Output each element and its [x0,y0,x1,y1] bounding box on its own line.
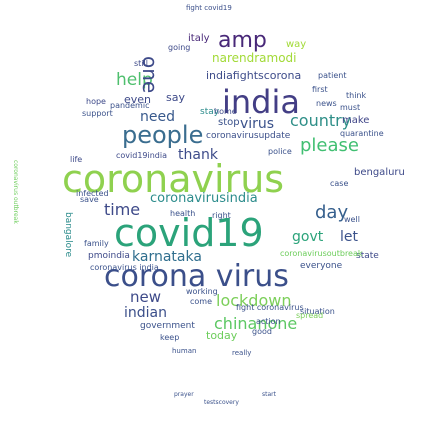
cloud-word: let [340,229,358,245]
cloud-word: way [286,39,307,50]
cloud-word: working [186,287,218,296]
cloud-word: stay [200,107,220,117]
cloud-word: chinanone [214,314,298,333]
cloud-word: still [134,59,148,68]
cloud-word: coronavirusupdate [206,131,291,141]
cloud-word: narendramodi [212,51,297,65]
cloud-word: support [82,109,113,118]
cloud-word: quarantine [340,129,384,138]
cloud-word: indian [124,305,167,321]
cloud-word: coronavirus [62,157,285,201]
cloud-word: must [340,103,361,112]
cloud-word: italy [188,33,210,44]
cloud-word: news [316,99,337,108]
cloud-word: infected [76,189,109,198]
cloud-word: start [262,391,276,398]
cloud-word: bangalore [63,212,73,258]
cloud-word: first [312,85,328,94]
cloud-word: govt [292,229,324,245]
cloud-word: patient [318,71,347,80]
cloud-word: new [130,288,162,306]
cloud-word: thank [178,147,218,163]
cloud-word: government [140,321,195,331]
cloud-word: stop [218,117,240,128]
cloud-word: hope [86,97,106,106]
cloud-word: state [356,251,379,261]
cloud-word: today [206,329,238,342]
cloud-word: testscovery [204,399,239,406]
cloud-word: lockdown [216,291,292,310]
cloud-word: covid19 [114,211,264,255]
cloud-word: time [104,200,141,219]
cloud-word: coronavirus india [90,263,159,272]
cloud-word: family [84,239,109,248]
cloud-word: even [124,93,152,106]
cloud-word: life [70,155,83,164]
cloud-word: india [222,83,300,121]
cloud-word: health [170,209,196,218]
cloud-word: situation [300,307,335,316]
cloud-word: going [168,43,191,52]
cloud-word: prayer [174,391,194,398]
cloud-word: think [346,91,367,100]
cloud-word: home [214,107,237,116]
cloud-word: make [342,115,370,126]
cloud-word: karnataka [132,249,202,265]
cloud-word: everyone [300,261,343,271]
cloud-word: corona virus [104,259,289,294]
cloud-word: people [122,121,204,149]
cloud-word: coronavirusoutbreak [280,249,363,258]
cloud-word: right [212,211,231,220]
cloud-word: action [256,317,281,326]
cloud-word: bengaluru [354,167,405,178]
cloud-word: need [140,109,175,125]
cloud-word: day [315,202,349,223]
cloud-word: virus [240,116,275,132]
cloud-word: really [232,349,252,357]
cloud-word: covid19india [116,151,168,160]
cloud-word: indiafightscorona [206,69,302,82]
cloud-word: coronavirus outbreak [12,160,19,224]
cloud-word: say [166,91,185,104]
cloud-word: save [80,195,99,204]
cloud-word: pmoindia [88,251,130,261]
cloud-word: fight coronavirus [236,303,304,312]
cloud-word: country [290,111,352,130]
cloud-word: good [252,327,272,336]
cloud-word: well [344,215,360,224]
cloud-word: case [330,179,349,188]
cloud-word: coronavirusindia [150,191,258,206]
cloud-word: help [116,70,153,90]
cloud-word: please [300,135,359,156]
cloud-word: come [190,297,213,306]
cloud-word: fight covid19 [186,4,232,12]
cloud-word: amp [218,28,267,53]
cloud-word: human [172,347,197,355]
cloud-word: keep [160,333,180,342]
cloud-word: police [268,147,292,156]
cloud-word: spread [296,311,324,320]
cloud-word: pandemic [110,101,150,110]
